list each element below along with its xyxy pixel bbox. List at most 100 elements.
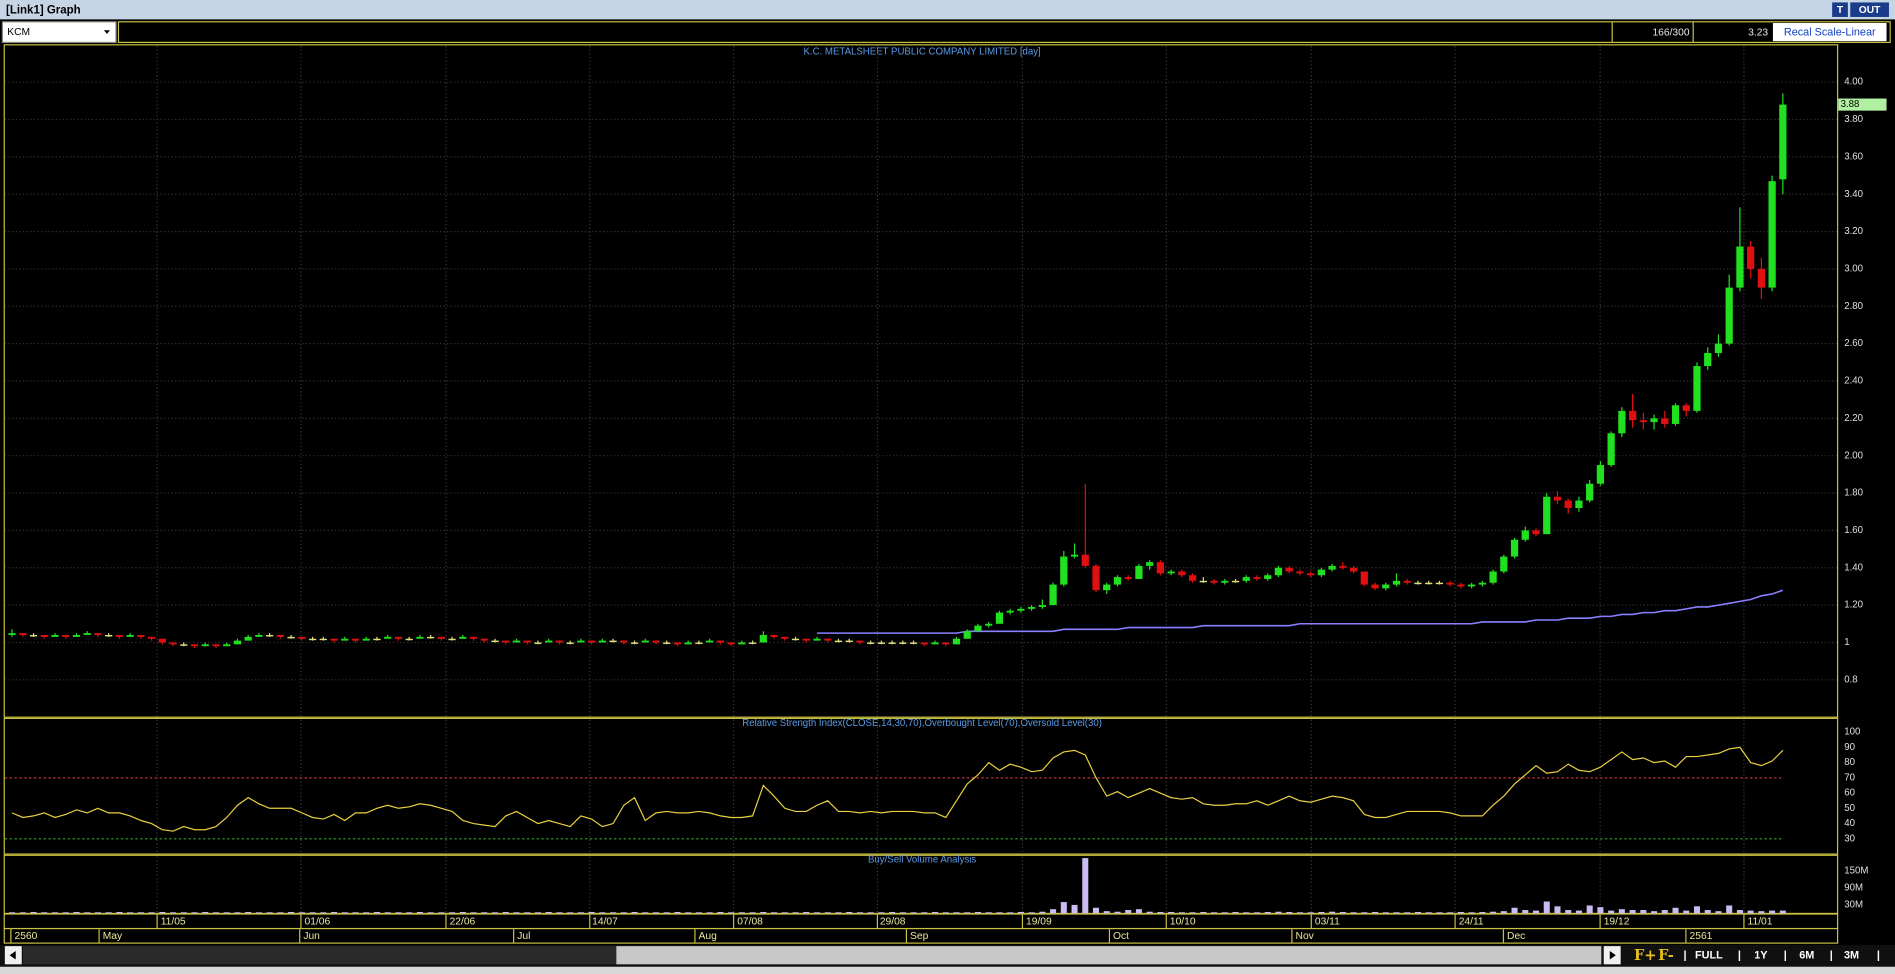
volume-bar: [491, 912, 499, 914]
candle-body: [1156, 562, 1165, 574]
range-button[interactable]: 1Y: [1754, 950, 1768, 962]
range-button[interactable]: 3M: [1844, 950, 1859, 962]
volume-bar: [212, 912, 220, 914]
volume-bar: [781, 912, 788, 914]
volume-bar: [19, 912, 26, 914]
arrow[interactable]: [9, 950, 16, 960]
recal-button[interactable]: [1772, 23, 1887, 42]
candle-body: [1264, 575, 1272, 579]
out-button[interactable]: [1850, 2, 1889, 17]
volume-bar: [51, 912, 59, 914]
volume-bar: [631, 912, 638, 914]
volume-bar: [1307, 912, 1314, 914]
candle-body: [1178, 571, 1186, 576]
dropdown-arrow[interactable]: [103, 30, 110, 34]
candle-body: [1682, 405, 1690, 411]
candle-body: [641, 640, 649, 643]
candle-body: [1307, 573, 1315, 576]
candle-body: [985, 623, 993, 626]
volume-bar: [813, 912, 820, 914]
range-button[interactable]: FULL: [1695, 950, 1723, 962]
volume-bar: [706, 912, 713, 914]
title-bar: [0, 0, 1895, 20]
candle-body: [298, 636, 306, 639]
candle-body: [1414, 582, 1422, 585]
volume-bar: [1532, 910, 1540, 914]
candle-body: [1671, 405, 1680, 424]
candle-body: [244, 636, 252, 641]
candle-body: [1017, 608, 1025, 611]
t-button[interactable]: [1832, 2, 1848, 17]
recal-button-label[interactable]: Recal Scale-Linear: [1784, 27, 1876, 39]
volume-bar: [1361, 912, 1368, 914]
candle-body: [598, 640, 606, 643]
volume-bar: [1457, 912, 1464, 914]
scroll-thumb[interactable]: [616, 946, 1602, 965]
candle-body: [1242, 577, 1250, 581]
zoom-in[interactable]: F+: [1634, 947, 1656, 964]
volume-bar: [245, 912, 252, 914]
candle-body: [1543, 496, 1551, 535]
volume-bar: [159, 912, 166, 914]
candle-body: [40, 634, 48, 637]
candle-body: [330, 638, 338, 641]
candle-body: [620, 640, 628, 643]
out-button-label[interactable]: OUT: [1859, 5, 1881, 16]
t-button-label[interactable]: T: [1837, 5, 1844, 16]
volume-bar: [1082, 858, 1089, 914]
candle-body: [1521, 530, 1529, 540]
volume-bar: [996, 912, 1003, 914]
volume-bar: [921, 912, 928, 914]
volume-bar: [878, 912, 885, 914]
volume-bar: [1221, 912, 1228, 914]
candle-body: [1285, 567, 1293, 572]
symbol[interactable]: KCM: [7, 27, 30, 38]
volume-bar: [1769, 910, 1776, 914]
candle-body: [1382, 584, 1390, 589]
candle-body: [1006, 610, 1014, 613]
candle-body: [51, 634, 59, 637]
volume-bar: [1715, 911, 1722, 914]
volume-bar: [277, 912, 284, 914]
symbol-combo[interactable]: [1, 21, 117, 44]
volume-bar: [1350, 912, 1357, 914]
candle-body: [437, 636, 445, 639]
volume-bar: [1500, 911, 1507, 914]
volume-bar: [1017, 912, 1024, 914]
range-button[interactable]: 6M: [1799, 950, 1814, 962]
y-tick-label: 30: [1844, 833, 1855, 844]
candle-body: [738, 642, 746, 645]
period-label: Oct: [1113, 931, 1129, 942]
candle-body: [1693, 366, 1701, 411]
candle-body: [1027, 606, 1036, 609]
candle-body: [555, 640, 564, 643]
candle-body: [1038, 605, 1046, 607]
candle-body: [1478, 582, 1486, 585]
volume-bar: [406, 912, 413, 914]
last-price-label: 3.88: [1841, 99, 1860, 110]
y-tick-label: 2.00: [1844, 450, 1863, 461]
zoom-out[interactable]: F-: [1658, 947, 1674, 964]
volume-bar: [384, 912, 391, 914]
volume-bar: [255, 912, 262, 914]
volume-bar: [717, 912, 724, 914]
volume-bar: [1575, 910, 1582, 914]
sep: |: [1877, 950, 1880, 962]
arrow[interactable]: [1609, 950, 1616, 960]
volume-bar: [1651, 911, 1658, 914]
candle-body: [1725, 287, 1733, 344]
volume-bar: [73, 912, 80, 914]
candle-body: [105, 634, 113, 637]
volume-bar: [1007, 912, 1014, 914]
volume-bar: [1543, 901, 1550, 914]
volume-bar: [1135, 909, 1142, 914]
volume-bar: [1103, 911, 1110, 914]
volume-bar: [202, 912, 209, 914]
rsi-line: [11, 746, 1784, 832]
candle-body: [180, 644, 188, 646]
volume-bar: [1468, 912, 1475, 914]
volume-bar: [288, 912, 295, 914]
volume-bar: [1264, 912, 1271, 914]
volume-bar: [1372, 912, 1379, 914]
volume-bar: [341, 912, 348, 914]
